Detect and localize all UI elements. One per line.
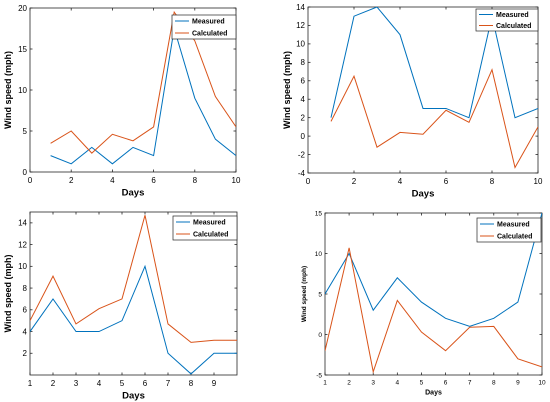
series-line-calculated — [50, 10, 236, 154]
y-tick-label: 20 — [18, 4, 27, 13]
y-tick-label: -4 — [298, 169, 306, 178]
x-tick-label: 8 — [189, 379, 194, 388]
legend: Measured Calculated — [476, 217, 542, 243]
legend-label-measured: Measured — [192, 19, 225, 26]
y-tick-label: 8 — [301, 58, 306, 67]
x-axis-label: Days — [122, 188, 145, 199]
series-line-measured — [325, 213, 542, 327]
x-tick-label: 5 — [420, 380, 424, 387]
y-axis-label: Wind speed (mph) — [301, 266, 308, 322]
series-line-measured — [330, 7, 538, 119]
y-tick-label: 5 — [318, 291, 322, 298]
x-tick-label: 2 — [352, 177, 357, 186]
x-tick-label: 2 — [51, 379, 56, 388]
y-axis-label: Wind speed (mph) — [3, 51, 13, 129]
y-tick-label: 6 — [23, 306, 28, 315]
legend-box — [476, 217, 542, 243]
x-tick-label: 7 — [468, 380, 472, 387]
x-tick-label: 4 — [396, 380, 400, 387]
x-tick-label: 9 — [516, 380, 520, 387]
x-tick-label: 3 — [371, 380, 375, 387]
plot-area — [307, 6, 539, 174]
x-tick-label: 8 — [193, 176, 198, 185]
x-tick-label: 0 — [28, 176, 33, 185]
y-tick-label: 10 — [315, 251, 323, 258]
x-tick-label: 9 — [212, 379, 217, 388]
legend-label-calculated: Calculated — [193, 232, 228, 239]
x-tick-label: 10 — [232, 176, 241, 185]
series-line-calculated — [325, 247, 542, 374]
chart-panel-4: 1 2 3 4 5 6 7 8 9 10 -5 0 5 10 15 Days Wind speed (mph) M… — [301, 210, 546, 396]
x-tick-label: 1 — [323, 380, 327, 387]
x-tick-label: 10 — [534, 177, 543, 186]
series-line-calculated — [30, 215, 237, 343]
legend: Measured Calculated — [475, 8, 539, 32]
legend-label-calculated: Calculated — [192, 31, 227, 38]
y-tick-label: 4 — [23, 327, 28, 336]
x-tick-label: 6 — [444, 380, 448, 387]
x-axis-label: Days — [122, 391, 145, 402]
series-line-calculated — [330, 68, 538, 169]
y-tick-label: 2 — [301, 113, 306, 122]
y-tick-label: 0 — [318, 332, 322, 339]
legend: Measured Calculated — [171, 14, 237, 40]
y-tick-label: 14 — [296, 3, 305, 12]
x-tick-label: 1 — [28, 379, 33, 388]
series-line-measured — [50, 28, 236, 165]
y-tick-label: 4 — [301, 95, 306, 104]
y-tick-label: -2 — [298, 150, 306, 159]
y-axis-label: Wind speed (mph) — [282, 51, 292, 129]
chart-panel-2: 0 2 4 6 8 10 -4 -2 0 2 4 6 8 10 12 14 Days Wind speed (mp… — [282, 3, 543, 200]
y-tick-label: 10 — [18, 262, 27, 271]
x-tick-label: 10 — [538, 380, 546, 387]
x-tick-label: 5 — [120, 379, 125, 388]
y-tick-label: 10 — [296, 40, 305, 49]
x-tick-label: 8 — [492, 380, 496, 387]
x-axis-label: Days — [412, 189, 435, 200]
x-tick-label: 2 — [347, 380, 351, 387]
x-tick-label: 6 — [444, 177, 449, 186]
legend-label-calculated: Calculated — [496, 23, 531, 30]
chart-panel-1: 0 2 4 6 8 10 0 5 10 15 20 Days Wind speed (mph) Measu… — [3, 4, 241, 199]
x-tick-label: 4 — [398, 177, 403, 186]
legend-label-measured: Measured — [497, 222, 530, 229]
legend-label-calculated: Calculated — [497, 234, 532, 241]
y-tick-label: 2 — [23, 349, 28, 358]
x-tick-label: 6 — [143, 379, 148, 388]
y-tick-label: -5 — [316, 372, 322, 379]
y-tick-label: 5 — [23, 127, 28, 136]
legend-box — [171, 14, 237, 40]
x-tick-label: 6 — [151, 176, 156, 185]
y-tick-label: 6 — [301, 77, 306, 86]
x-tick-label: 0 — [306, 177, 311, 186]
y-axis-label: Wind speed (mph) — [3, 255, 13, 333]
x-tick-label: 4 — [110, 176, 115, 185]
y-tick-label: 15 — [315, 210, 323, 217]
plot-area — [29, 211, 238, 376]
y-tick-label: 12 — [18, 240, 27, 249]
y-tick-label: 14 — [18, 219, 27, 228]
y-tick-label: 0 — [23, 168, 28, 177]
legend-label-measured: Measured — [496, 12, 529, 19]
legend-box — [172, 215, 238, 241]
y-tick-label: 12 — [296, 21, 305, 30]
x-tick-label: 2 — [69, 176, 74, 185]
legend-label-measured: Measured — [193, 220, 226, 227]
x-tick-label: 8 — [490, 177, 495, 186]
x-axis-label: Days — [425, 390, 442, 397]
x-tick-label: 3 — [74, 379, 79, 388]
y-tick-label: 8 — [23, 284, 28, 293]
y-tick-label: 15 — [18, 45, 27, 54]
legend: Measured Calculated — [172, 215, 238, 241]
series-line-measured — [30, 264, 237, 375]
x-tick-label: 4 — [97, 379, 102, 388]
x-tick-label: 7 — [166, 379, 171, 388]
y-tick-label: 10 — [18, 86, 27, 95]
y-tick-label: 0 — [301, 132, 306, 141]
